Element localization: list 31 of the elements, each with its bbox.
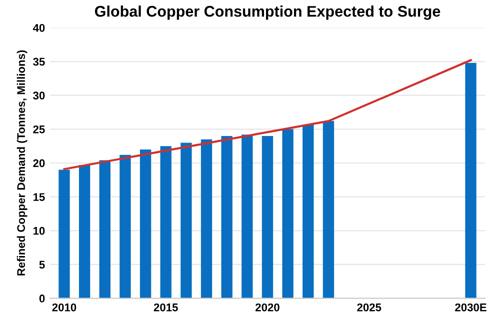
y-tick-label: 35: [33, 58, 45, 66]
bar: [242, 134, 253, 298]
bar: [282, 129, 294, 298]
y-tick-label: 0: [39, 294, 45, 302]
bar: [262, 136, 274, 298]
y-tick-label: 30: [33, 92, 45, 100]
x-tick-label: 2020: [256, 303, 280, 312]
bar: [99, 160, 110, 298]
bar: [322, 121, 334, 298]
bar: [200, 139, 212, 298]
bar: [120, 154, 131, 298]
bar: [302, 124, 314, 298]
y-tick-label: 20: [33, 159, 45, 168]
x-tick-label: 2015: [154, 303, 178, 312]
y-tick-label: 5: [39, 260, 45, 269]
x-tick-label: 2025: [357, 303, 382, 312]
bar: [58, 170, 70, 298]
y-axis-title: Refined Copper Demand (Tonnes, Millions): [16, 50, 28, 276]
bar: [160, 146, 172, 298]
bar: [140, 149, 152, 298]
chart-title: Global Copper Consumption Expected to Surge: [94, 6, 440, 20]
bar: [465, 62, 476, 298]
bar: [78, 165, 90, 298]
y-tick-label: 10: [33, 226, 45, 235]
y-tick-label: 40: [32, 24, 45, 32]
x-tick-label: 2010: [52, 303, 76, 312]
y-tick-label: 25: [33, 125, 45, 134]
x-tick-label: 2030E: [455, 303, 486, 312]
y-tick-label: 15: [33, 193, 45, 201]
bar: [221, 136, 232, 298]
bar: [180, 142, 192, 298]
